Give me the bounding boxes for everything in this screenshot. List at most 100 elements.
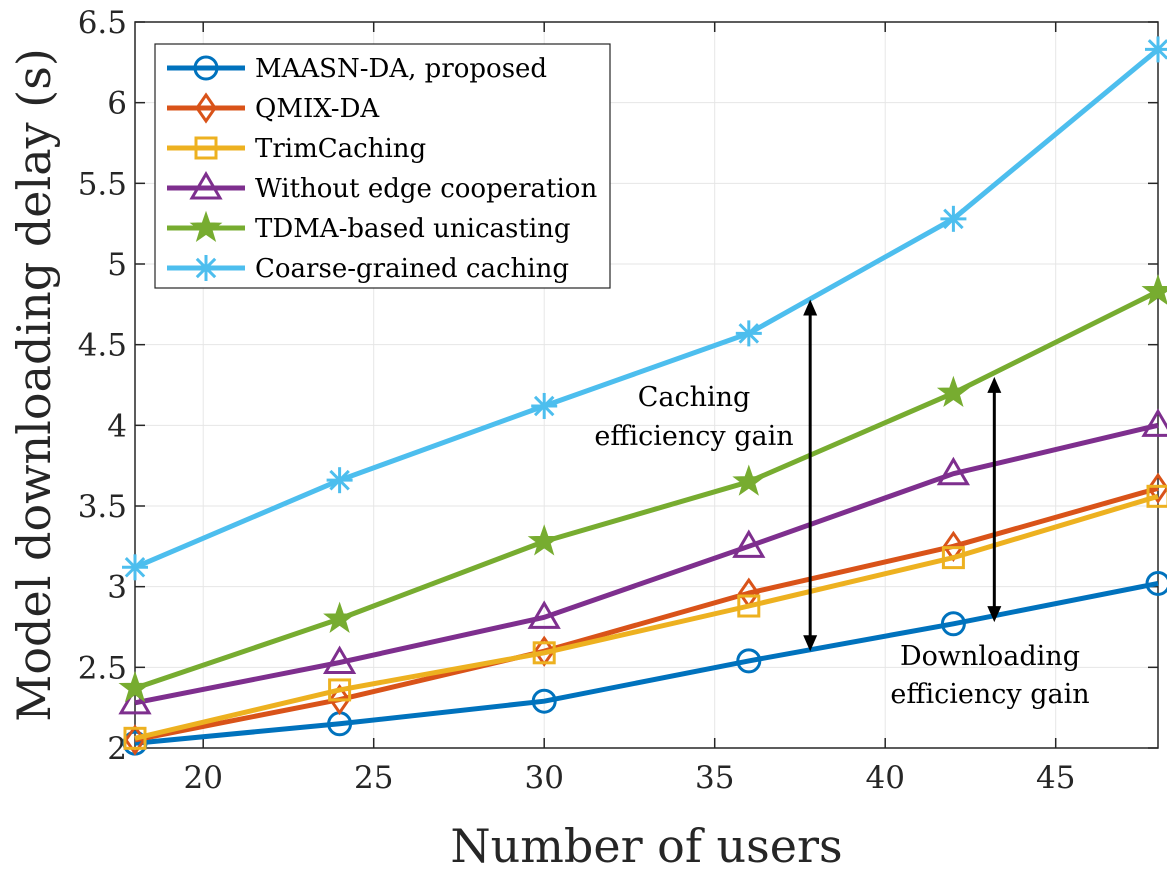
data-point (940, 611, 966, 637)
arrowhead (803, 635, 818, 652)
x-tick-label: 35 (695, 760, 734, 796)
series-without-edge-cooperation (118, 408, 1167, 715)
data-point (936, 375, 970, 408)
data-point (1141, 408, 1167, 437)
legend-entry: Without edge cooperation (167, 171, 597, 204)
arrowhead (987, 606, 1002, 623)
y-tick-label: 3 (107, 570, 127, 606)
data-point (123, 726, 147, 750)
data-point (118, 670, 152, 703)
series-line (134, 422, 1159, 706)
y-tick-label: 5 (107, 247, 127, 283)
asterisk-stroke (124, 557, 146, 578)
arrowhead (987, 376, 1002, 393)
asterisk-stroke (1147, 39, 1167, 60)
y-tick-label: 4 (107, 408, 127, 444)
data-point (1145, 570, 1167, 596)
asterisk-stroke (943, 208, 964, 230)
legend-entry: QMIX-DA (167, 92, 380, 124)
annotation-text: Downloading (900, 641, 1080, 672)
arrowhead (803, 299, 818, 316)
y-tick-label: 6.5 (78, 5, 127, 41)
x-axis-title: Number of users (450, 819, 842, 873)
legend-marker (195, 92, 217, 124)
x-tick-label: 30 (524, 760, 563, 796)
annotation-2: Downloading efficiency gain (890, 376, 1090, 710)
asterisk-stroke (195, 257, 217, 279)
annotations: Caching efficiency gain Downloading efficie… (594, 299, 1090, 710)
legend-marker (189, 171, 223, 200)
data-point (941, 546, 965, 570)
y-axis-title: Model downloading delay (s) (7, 48, 61, 722)
data-point (122, 554, 148, 581)
plot-frame (134, 21, 1159, 749)
x-tick-label: 45 (1036, 760, 1075, 796)
data-point (531, 688, 557, 714)
data-point (328, 678, 352, 702)
legend-box (154, 43, 611, 289)
legend-marker (194, 136, 218, 160)
annotation-text: efficiency gain (594, 421, 793, 452)
data-point (940, 205, 967, 232)
legend-label: QMIX-DA (255, 94, 380, 124)
data-point (732, 464, 766, 496)
axes: 20 25 30 35 40 45 2 2.5 3 3.5 4 4.5 5 5.5 6 6.5 (78, 5, 1159, 796)
annotation-text: Caching (638, 382, 751, 413)
legend-marker (189, 210, 223, 242)
series-line (134, 47, 1160, 570)
legend-entry: TDMA-based unicasting (167, 210, 571, 244)
y-tick-label: 2.5 (78, 650, 127, 686)
x-tick-label: 20 (183, 760, 222, 796)
y-tick-label: 3.5 (78, 489, 127, 525)
data-point (328, 683, 351, 716)
data-point (1141, 274, 1167, 306)
data-point (735, 320, 762, 347)
x-tick-label: 25 (354, 760, 393, 796)
data-point (323, 601, 357, 633)
data-point (737, 594, 761, 618)
legend-label: TrimCaching (255, 134, 426, 164)
data-point (527, 600, 561, 629)
data-point (1146, 484, 1167, 508)
legend-marker (193, 55, 219, 81)
x-tick-label: 40 (865, 760, 904, 796)
series-coarse-grained-caching (122, 36, 1167, 581)
legend-label: TDMA-based unicasting (255, 214, 571, 244)
legend-marker (193, 255, 219, 281)
data-point (732, 529, 766, 558)
legend: MAASN-DA, proposed QMIX-DA TrimCaching With… (154, 43, 611, 289)
series-tdma-based-unicasting (118, 274, 1167, 703)
asterisk-stroke (738, 323, 760, 344)
legend-entry: Coarse-grained caching (167, 254, 569, 284)
data-point (326, 467, 353, 494)
annotation-text: efficiency gain (890, 679, 1089, 710)
asterisk-stroke (533, 395, 555, 417)
y-tick-label: 5.5 (78, 166, 127, 202)
y-tick-label: 2 (107, 731, 127, 767)
legend-label: MAASN-DA, proposed (255, 54, 547, 84)
series-group (118, 36, 1167, 756)
asterisk-stroke (329, 469, 350, 491)
legend-entry: TrimCaching (167, 134, 426, 164)
data-point (118, 685, 152, 715)
data-point (1147, 472, 1167, 504)
data-point (532, 641, 556, 665)
data-point (531, 392, 558, 419)
legend-label: Without edge cooperation (255, 174, 597, 204)
legend-entry: MAASN-DA, proposed (167, 54, 547, 84)
data-point (736, 648, 762, 674)
y-tick-label: 4.5 (78, 328, 127, 364)
data-point (527, 524, 561, 556)
series-line (134, 485, 1159, 743)
series-qmix-da (124, 472, 1167, 756)
y-tick-label: 6 (107, 86, 127, 122)
annotation-1: Caching efficiency gain (594, 299, 818, 652)
series-trimcaching (123, 484, 1167, 750)
series-line (134, 580, 1159, 746)
series-line (134, 493, 1159, 741)
data-point (322, 645, 357, 674)
data-point (936, 456, 971, 486)
legend-label: Coarse-grained caching (255, 254, 569, 284)
series-line (134, 289, 1160, 691)
